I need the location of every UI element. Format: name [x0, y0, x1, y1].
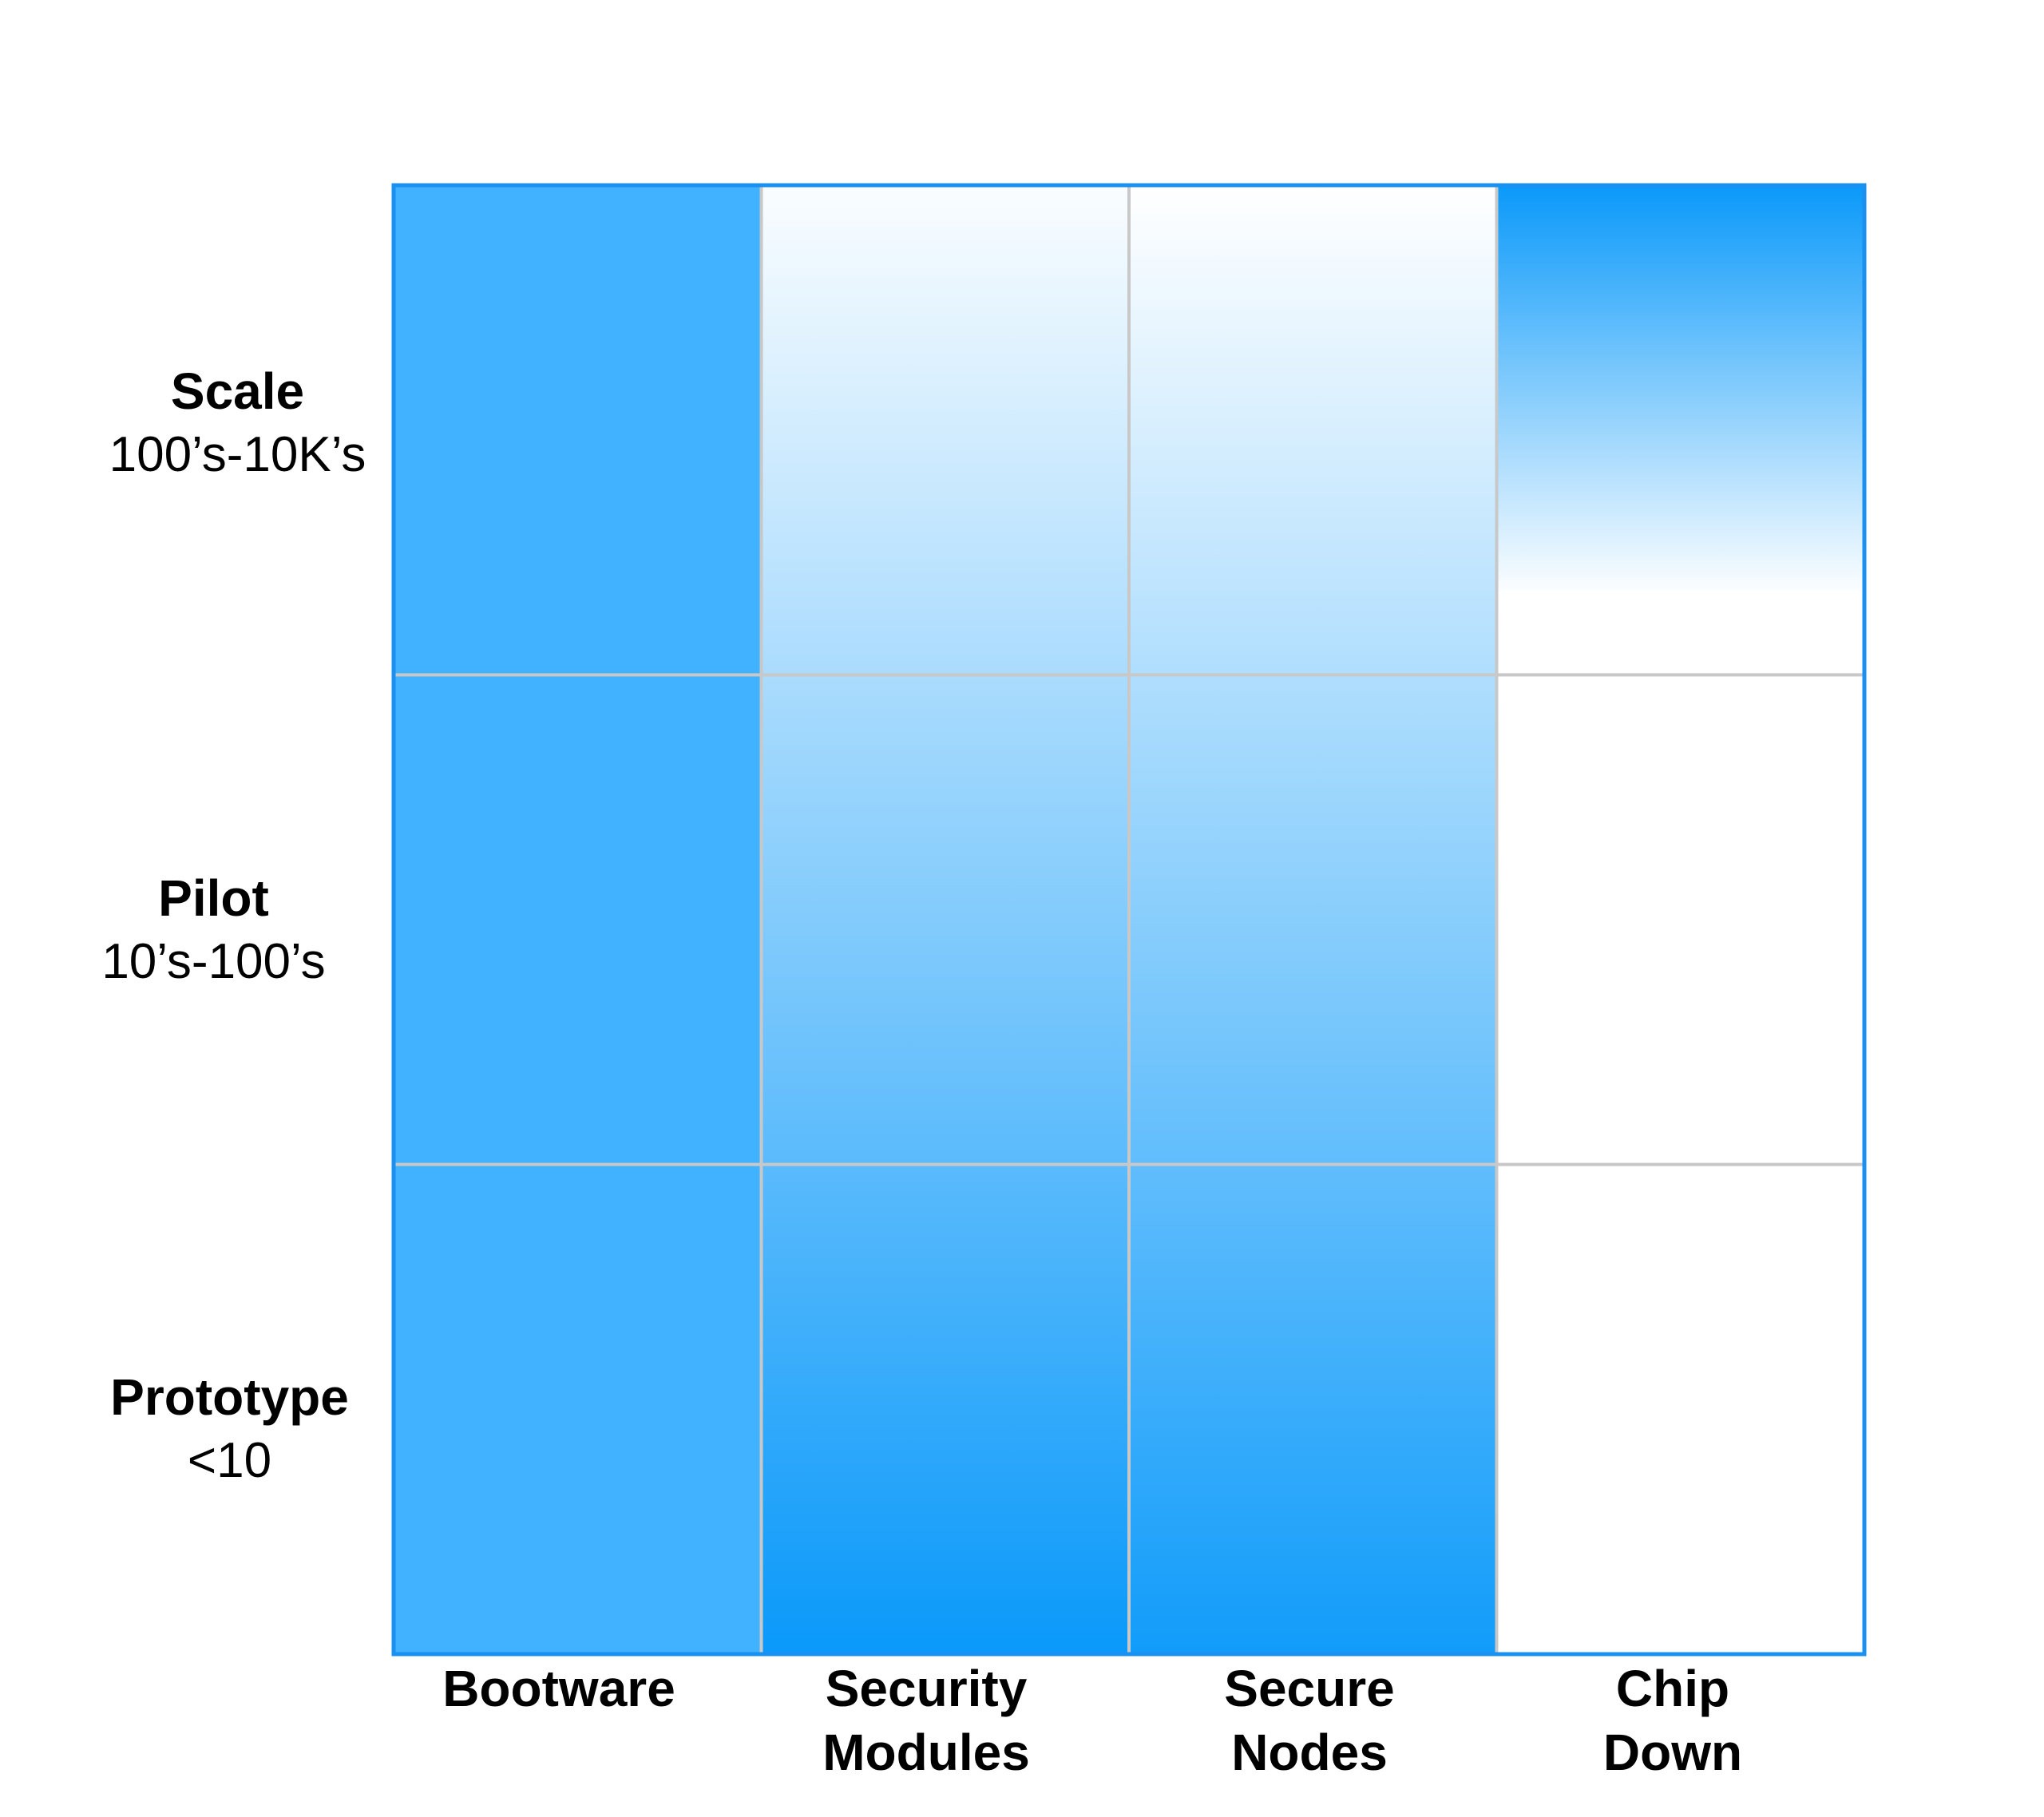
row-stage-label: Scale: [170, 362, 305, 420]
column-label-secure-nodes: Secure Nodes: [1224, 1660, 1395, 1781]
column-label-chip-down: Chip Down: [1602, 1660, 1743, 1781]
heatmap-column-bootware: [394, 185, 762, 1654]
row-range-label: 10’s-100’s: [101, 934, 326, 989]
heatmap-cells: [394, 185, 1864, 1654]
row-range-label: 100’s-10K’s: [109, 427, 366, 482]
column-label-bootware: Bootware: [442, 1660, 675, 1717]
row-label-scale: Scale 100’s-10K’s: [80, 359, 395, 487]
heatmap-column-chip-down: [1496, 185, 1864, 1654]
row-label-prototype: Prototype <10: [80, 1365, 379, 1493]
heatmap-column-security-modules: [761, 185, 1129, 1654]
row-label-pilot: Pilot 10’s-100’s: [56, 866, 371, 994]
row-stage-label: Prototype: [110, 1368, 349, 1426]
row-stage-label: Pilot: [158, 869, 269, 927]
heatmap-column-secure-nodes: [1129, 185, 1497, 1654]
column-label-security-modules: Security Modules: [822, 1660, 1030, 1781]
row-range-label: <10: [187, 1433, 272, 1488]
grid-lines: [394, 185, 1864, 1654]
heatmap-border: [391, 183, 1867, 1657]
